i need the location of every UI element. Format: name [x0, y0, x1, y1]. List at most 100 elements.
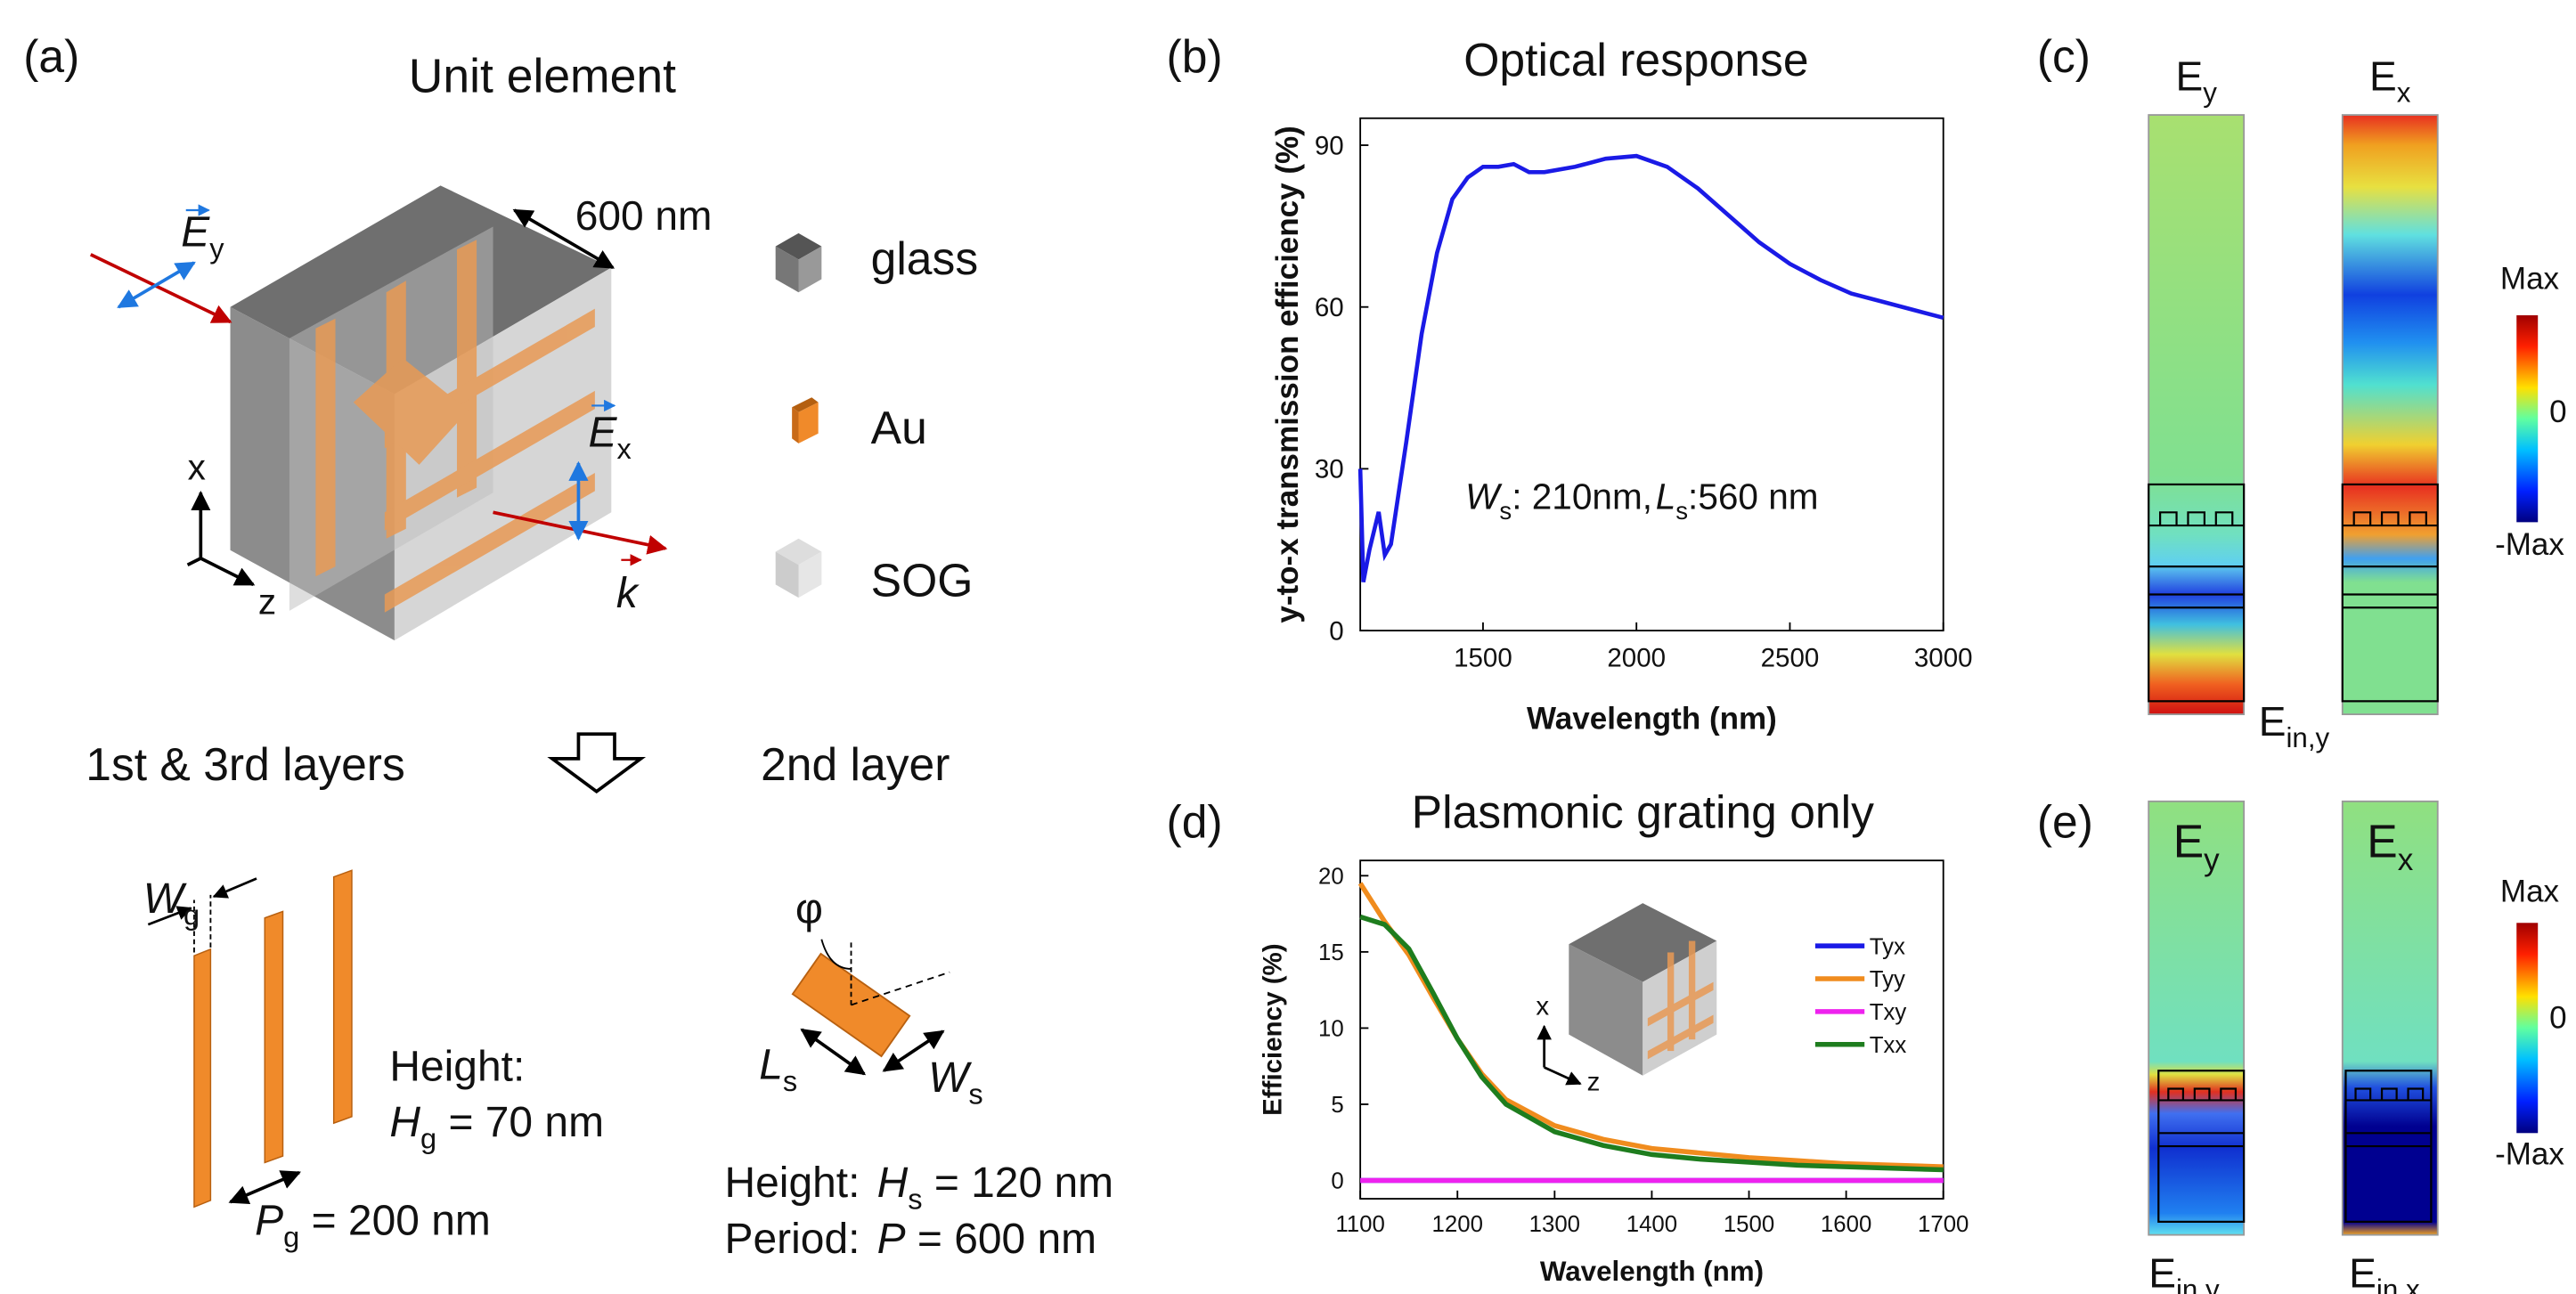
- dimension-label-subscript: g: [183, 899, 200, 932]
- inset-axis-label: z: [1587, 1067, 1601, 1096]
- legend-label: Tyy: [1870, 967, 1905, 992]
- input-field-label-symbol: E: [2148, 1250, 2176, 1294]
- dimension-label-rest: = 200 nm: [299, 1198, 491, 1245]
- field-label-symbol: E: [181, 209, 210, 256]
- page: { "panel_labels": ["(a)", "(b)", "(c)", …: [0, 0, 2576, 1294]
- y-tick-label: 15: [1318, 940, 1344, 965]
- x-axis-title: Wavelength (nm): [1540, 1256, 1764, 1287]
- dimension-label: 600 nm: [575, 192, 713, 239]
- field-column-label-subscript: x: [2397, 77, 2411, 108]
- chart-title: Optical response: [1463, 34, 1808, 85]
- colorbar-label: -Max: [2495, 1136, 2564, 1171]
- y-axis-title: y-to-x transmission efficiency (%): [1270, 126, 1305, 623]
- colorbar-label: Max: [2500, 874, 2560, 908]
- inset-axis-label: x: [1536, 992, 1549, 1021]
- x-tick-label: 1700: [1918, 1212, 1969, 1237]
- input-field-label: Ein,y: [2259, 698, 2330, 753]
- dimension-label-label: Period:: [725, 1216, 860, 1263]
- colorbar-label: 0: [2549, 395, 2566, 429]
- x-tick-label: 2500: [1761, 644, 1820, 673]
- dimension-label-subscript: s: [968, 1078, 982, 1111]
- figure: (a)(b)(c)(d)(e)Unit element600 nmglassAu…: [0, 0, 2576, 1294]
- field-column-label-symbol: E: [2173, 816, 2204, 867]
- field-column-label-symbol: E: [2369, 53, 2397, 99]
- legend-label: Tyx: [1870, 934, 1905, 959]
- input-field-label: Ein,y: [2148, 1250, 2220, 1294]
- field-column-label-subscript: x: [2398, 842, 2414, 877]
- dimension-label: Height:: [389, 1043, 525, 1090]
- dimension-label: Ls: [759, 1041, 797, 1096]
- legend-label: Au: [871, 402, 927, 453]
- dimension-label-symbol: H: [877, 1160, 909, 1207]
- panel-title: Unit element: [409, 50, 676, 102]
- x-tick-label: 1500: [1724, 1212, 1774, 1237]
- field-column-label-subscript: y: [2204, 842, 2220, 877]
- y-axis-title: Efficiency (%): [1259, 943, 1288, 1115]
- field-label-subscript: y: [209, 232, 224, 264]
- annotation: Ws: 210nm,: [1465, 476, 1652, 525]
- field-column-label-subscript: y: [2203, 77, 2217, 108]
- legend-label: glass: [871, 232, 978, 284]
- y-tick-label: 10: [1318, 1016, 1344, 1041]
- dimension-label: Pg = 200 nm: [255, 1198, 491, 1253]
- field-label-symbol: E: [588, 410, 617, 457]
- y-tick-label: 90: [1315, 131, 1344, 160]
- annotation: Ls:560 nm: [1656, 476, 1819, 525]
- panel-label: (b): [1167, 30, 1223, 82]
- y-tick-label: 0: [1331, 1169, 1343, 1194]
- x-tick-label: 3000: [1914, 644, 1973, 673]
- input-field-label-subscript: in,y: [2286, 722, 2329, 753]
- y-tick-label: 5: [1331, 1093, 1343, 1118]
- x-tick-label: 1200: [1432, 1212, 1483, 1237]
- dimension-label: Period: P = 600 nm: [725, 1216, 1097, 1263]
- chart-title: Plasmonic grating only: [1412, 785, 1874, 837]
- dimension-label: Height:Hs = 120 nm: [725, 1160, 1114, 1215]
- layer-title: 1st & 3rd layers: [86, 738, 405, 790]
- panel-label: (e): [2037, 795, 2093, 847]
- dimension-label-symbol: P: [877, 1216, 906, 1263]
- dimension-label-symbol: P: [255, 1198, 283, 1245]
- field-column-label: Ey: [2175, 53, 2217, 108]
- colorbar-label: Max: [2500, 262, 2560, 297]
- axis-label: z: [258, 582, 276, 623]
- field-maps: [1545, 115, 2539, 1235]
- x-tick-label: 2000: [1607, 644, 1666, 673]
- x-tick-label: 1100: [1335, 1212, 1384, 1237]
- panel-label: (a): [23, 30, 79, 82]
- annotation-subscript: s: [1499, 497, 1512, 525]
- dimension-label-subscript: g: [283, 1220, 299, 1253]
- layer-title: 2nd layer: [761, 738, 950, 790]
- x-tick-label: 1600: [1821, 1212, 1871, 1237]
- panel-label: (c): [2037, 30, 2091, 82]
- input-field-label-subscript: in,y: [2176, 1274, 2220, 1294]
- dimension-label-label: Height:: [725, 1160, 860, 1207]
- dimension-label-rest: = 120 nm: [923, 1160, 1114, 1207]
- dimension-label-subscript: s: [783, 1064, 797, 1097]
- field-column-label: Ex: [2369, 53, 2411, 108]
- field-column-label-symbol: E: [2175, 53, 2203, 99]
- input-field-label-subscript: in,x: [2376, 1274, 2420, 1294]
- angle-label: φ: [795, 885, 823, 932]
- y-tick-label: 60: [1315, 293, 1344, 322]
- legend-label: Txy: [1870, 1000, 1907, 1025]
- annotation-rest: : 210nm,: [1512, 476, 1652, 517]
- dimension-label-symbol: H: [389, 1099, 420, 1146]
- dimension-label-rest: = 600 nm: [906, 1216, 1097, 1263]
- field-label-subscript: x: [616, 432, 631, 465]
- input-field-label-symbol: E: [2349, 1250, 2376, 1294]
- dimension-label: Ws: [928, 1054, 983, 1110]
- dimension-label-symbol: W: [928, 1054, 973, 1102]
- y-tick-label: 30: [1315, 455, 1344, 484]
- annotation-symbol: W: [1465, 476, 1503, 517]
- field-label: Ey: [181, 209, 224, 264]
- field-column-label-symbol: E: [2367, 816, 2397, 867]
- dimension-label-rest: = 70 nm: [436, 1099, 604, 1146]
- annotation-symbol: L: [1656, 476, 1676, 517]
- x-tick-label: 1300: [1529, 1212, 1580, 1237]
- legend-label: Txx: [1870, 1033, 1907, 1058]
- dimension-label: Hg = 70 nm: [389, 1099, 604, 1154]
- legend-label: SOG: [871, 554, 974, 606]
- axis-label: x: [188, 446, 206, 487]
- colorbar-label: -Max: [2495, 527, 2564, 562]
- field-label-symbol: k: [616, 570, 640, 617]
